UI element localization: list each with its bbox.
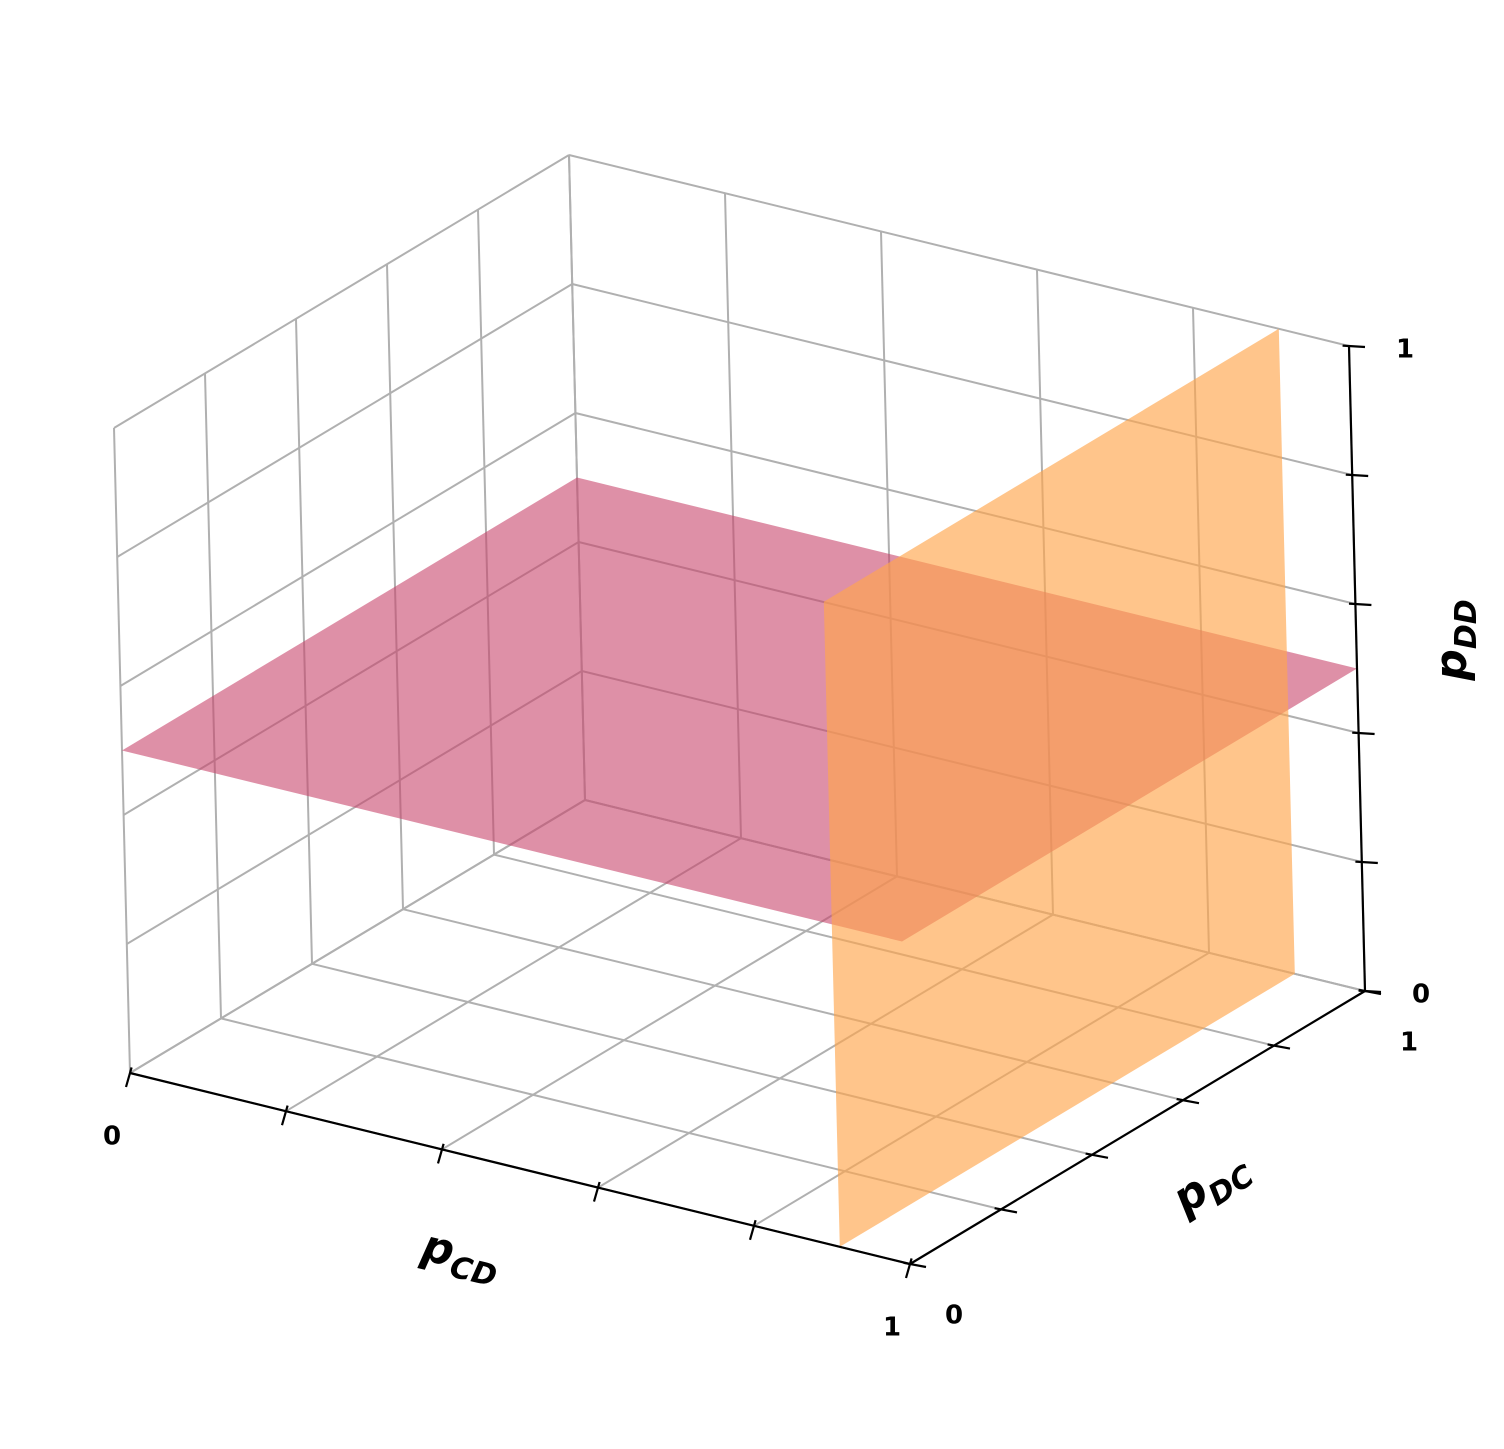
x-tick	[904, 1258, 913, 1279]
grid-side-z	[119, 412, 576, 687]
grid-back-z	[568, 154, 1350, 347]
x-tick-label: 0	[103, 1122, 121, 1152]
axis-lines	[124, 344, 1382, 1279]
y-axis-line	[909, 990, 1366, 1265]
y-tick-label: 1	[1400, 1028, 1418, 1058]
x-axis-label: pCD	[415, 1220, 505, 1294]
surfaces	[122, 328, 1357, 1247]
z-axis-label: pDD	[1426, 599, 1484, 681]
y-tick	[1085, 1152, 1109, 1159]
x-tick	[748, 1219, 757, 1241]
grid-side-z	[129, 799, 586, 1074]
z-tick	[1358, 989, 1382, 994]
y-axis-label: pDC	[1162, 1139, 1260, 1231]
y-tick	[1176, 1097, 1200, 1105]
grid-floor-x	[441, 875, 898, 1151]
z-tick	[1348, 602, 1372, 607]
y-tick-label: 0	[945, 1301, 963, 1331]
y-tick	[903, 1261, 927, 1269]
x-tick	[124, 1067, 133, 1088]
z-tick	[1345, 473, 1369, 478]
y-tick	[994, 1207, 1018, 1214]
z-tick	[1355, 860, 1378, 865]
z-axis-line	[1347, 345, 1367, 992]
x-tick	[436, 1143, 445, 1164]
x-tick-label: 1	[883, 1313, 901, 1343]
grid-side-y	[295, 318, 313, 964]
tick-labels: 0 1 0 1 0 1	[103, 335, 1430, 1343]
x-tick	[280, 1105, 289, 1126]
y-tick	[1267, 1043, 1291, 1050]
z-tick	[1352, 731, 1375, 736]
grid-side-z	[113, 154, 570, 429]
z-tick-label: 0	[1412, 980, 1430, 1010]
surface-vertical-plane-1	[823, 328, 1295, 1247]
grid-floor-x	[285, 837, 742, 1113]
z-tick	[1342, 344, 1366, 349]
grid-side-z	[116, 283, 573, 558]
z-tick-label: 1	[1396, 335, 1414, 365]
x-tick	[592, 1181, 601, 1202]
x-axis-line	[129, 1071, 911, 1266]
